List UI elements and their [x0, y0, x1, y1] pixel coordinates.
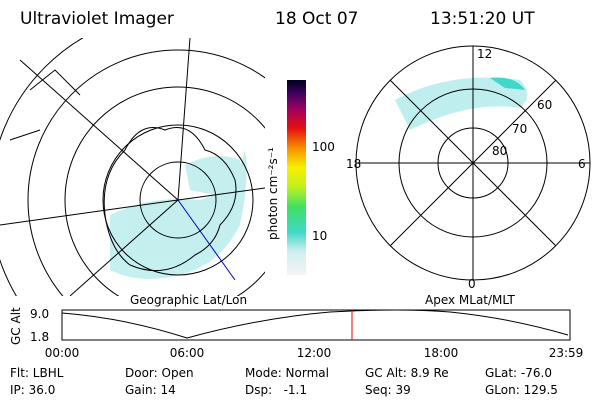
colorbar-tick: 100 — [312, 140, 335, 154]
timeline: GC Alt 9.0 1.8 00:00 06:00 12:00 18:00 2… — [9, 307, 583, 360]
colorbar — [287, 80, 306, 275]
lt-label: 12 — [477, 47, 492, 61]
polar-plot: 12 18 6 0 60 70 80 — [346, 45, 591, 291]
info-field: Gain: 14 — [125, 383, 176, 397]
info-field: GLon: 129.5 — [485, 383, 558, 397]
colorbar-label: photon cm⁻²s⁻¹ — [266, 147, 280, 240]
lt-label: 18 — [346, 157, 361, 171]
y-tick-label: 1.8 — [30, 330, 49, 344]
info-field: IP: 36.0 — [10, 383, 55, 397]
x-tick-label: 18:00 — [424, 346, 459, 360]
panel-caption: Geographic Lat/Lon — [130, 293, 247, 307]
info-table: Flt: LBHL Door: Open Mode: Normal GC Alt: 8… — [10, 366, 558, 397]
x-tick-label: 23:59 — [549, 346, 584, 360]
info-field: Door: Open — [125, 366, 194, 380]
panel-caption: Apex MLat/MLT — [425, 293, 515, 307]
y-axis-label: GC Alt — [9, 307, 23, 345]
info-field: GC Alt: 8.9 Re — [365, 366, 449, 380]
x-tick-label: 06:00 — [170, 346, 205, 360]
x-tick-label: 00:00 — [45, 346, 80, 360]
lt-label: 0 — [468, 277, 476, 291]
info-field: Seq: 39 — [365, 383, 411, 397]
y-tick-label: 9.0 — [30, 307, 49, 321]
lt-label: 6 — [578, 157, 586, 171]
info-field: Mode: Normal — [245, 366, 329, 380]
lat-label: 60 — [537, 98, 552, 112]
date: 18 Oct 07 — [275, 9, 358, 29]
info-field: Dsp: -1.1 — [245, 383, 307, 397]
colorbar-tick: 10 — [312, 229, 327, 243]
lat-label: 70 — [512, 122, 527, 136]
lat-label: 80 — [492, 144, 507, 158]
info-field: Flt: LBHL — [10, 366, 64, 380]
time: 13:51:20 UT — [430, 9, 535, 29]
title: Ultraviolet Imager — [20, 9, 174, 29]
geographic-map — [0, 38, 265, 296]
info-field: GLat: -76.0 — [485, 366, 552, 380]
x-tick-label: 12:00 — [297, 346, 332, 360]
